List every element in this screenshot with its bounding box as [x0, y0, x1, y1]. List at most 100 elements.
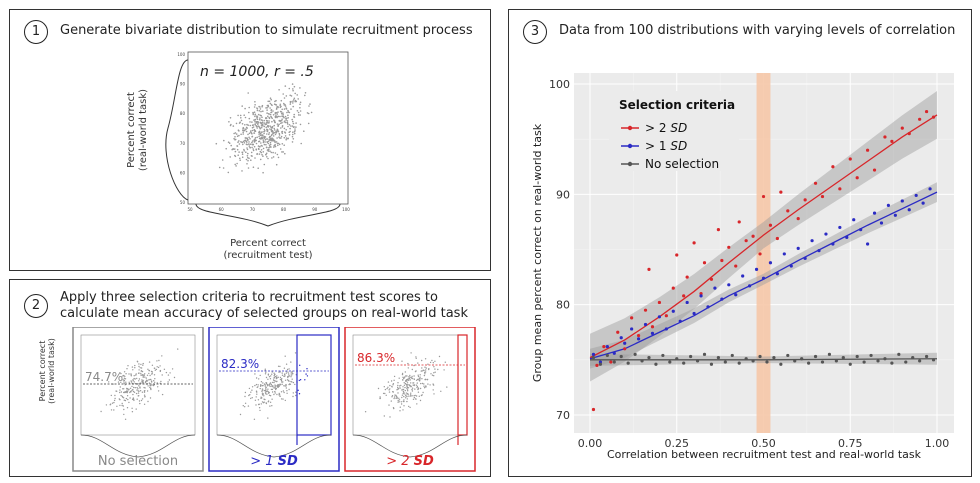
panel-1-scatter-dot: [263, 119, 265, 122]
panel-1-scatter-dot: [255, 122, 258, 124]
selection-box-dot: [297, 389, 299, 391]
panel-1-scatter-dot: [281, 132, 284, 135]
selection-box-dot: [144, 381, 147, 384]
panel-1-scatter-dot: [247, 124, 249, 126]
selection-box-dot: [432, 389, 434, 391]
selection-box-dot: [390, 380, 393, 382]
panel-1-scatter-dot: [284, 120, 286, 122]
data-point: [630, 316, 634, 320]
selection-box-dot: [286, 368, 289, 371]
panel-1-scatter-dot: [244, 107, 246, 110]
panel-1-scatter-dot: [259, 150, 262, 153]
selection-box-dot: [144, 387, 146, 389]
panel-1-scatter-dot: [269, 113, 272, 116]
data-point: [914, 193, 918, 198]
selection-box-dot: [283, 367, 286, 369]
selection-box-dot: [397, 392, 399, 394]
selection-box-dot: [109, 404, 111, 406]
data-point: [886, 203, 891, 207]
panel-1-scatter-dot: [292, 105, 295, 108]
panel-1-scatter-dot: [253, 139, 255, 141]
selection-box-dot: [247, 405, 250, 407]
data-point: [702, 352, 707, 356]
panel-1-scatter-dot: [267, 140, 270, 143]
selection-box-dot: [123, 377, 126, 379]
panel-1-scatter-dot: [247, 92, 249, 94]
selection-box-dot: [390, 400, 392, 402]
panel-1-scatter-dot: [258, 110, 261, 112]
panel-1-scatter-dot: [253, 145, 256, 148]
data-point: [807, 361, 811, 365]
selection-box-dot: [275, 385, 277, 387]
selection-box-dot: [266, 384, 269, 386]
selection-box-dot: [114, 397, 116, 400]
panel-1-scatter-dot: [265, 119, 268, 122]
data-point: [664, 314, 668, 318]
data-point: [793, 359, 797, 363]
selection-box-dot: [419, 374, 421, 376]
selection-box-dot: [268, 394, 271, 396]
data-point: [647, 356, 651, 360]
panel-1-scatter-dot: [280, 122, 282, 125]
selection-box-dot: [133, 381, 135, 383]
selection-box-dot: [399, 387, 401, 389]
panel-1-scatter-dot: [275, 104, 278, 106]
selection-box-dot: [446, 386, 448, 388]
panel-1-scatter-dot: [256, 109, 259, 112]
panel-1-scatter-dot: [276, 137, 278, 139]
data-point: [831, 165, 835, 169]
selection-box-dot: [280, 398, 283, 400]
selection-box-dot: [250, 391, 252, 393]
data-point: [872, 168, 877, 172]
data-point: [765, 360, 769, 364]
panel-1-scatter-dot: [300, 142, 303, 145]
panel-1-scatter-dot: [279, 103, 282, 106]
selection-box-dot: [391, 385, 393, 388]
selection-box-dot: [382, 392, 385, 395]
selection-box-dot: [100, 410, 102, 413]
panel-1-scatter-dot: [257, 167, 259, 169]
selection-box-dot: [423, 387, 426, 389]
panel-1-scatter-dot: [259, 122, 262, 124]
selection-box-dot: [138, 378, 141, 380]
selection-box-dot: [407, 362, 409, 365]
panel-1-scatter-dot: [281, 143, 284, 145]
selection-box-dot: [111, 402, 114, 404]
data-point: [845, 235, 849, 239]
data-point: [768, 223, 773, 227]
selection-box-dot: [279, 383, 281, 385]
panel-1-scatter-dot: [228, 142, 231, 144]
selection-box-dot: [138, 363, 140, 365]
selection-box-dot: [132, 369, 134, 371]
panel-1-scatter-dot: [297, 98, 300, 100]
selection-box-dot: [416, 403, 418, 405]
selection-box-dot: [388, 404, 390, 406]
data-point: [598, 360, 603, 364]
panel-1-scatter-dot: [282, 115, 284, 117]
selection-box-dot: [121, 404, 123, 407]
panel-1-scatter-dot: [270, 115, 272, 118]
panel-1-scatter-dot: [245, 126, 248, 129]
panel-1-scatter-dot: [259, 158, 262, 161]
selection-box-dot: [405, 375, 407, 377]
panel-1-scatter-dot: [247, 159, 249, 162]
panel-1-scatter-dot: [297, 111, 300, 114]
panel-1-scatter-dot: [276, 142, 279, 145]
panel-1-scatter-dot: [266, 107, 268, 109]
selection-box-dot: [255, 377, 258, 379]
selection-box-dot: [133, 375, 135, 377]
panel-1-scatter-dot: [246, 155, 249, 157]
panel-1-scatter-dot: [259, 114, 262, 117]
selection-box-dot: [248, 387, 251, 390]
panel-1-scatter-dot: [289, 103, 292, 105]
panel-1-scatter-dot: [292, 133, 294, 136]
panel-1-scatter-dot: [292, 122, 295, 125]
data-point: [699, 294, 703, 298]
panel-1-scatter-dot: [241, 123, 244, 125]
selection-box-dot: [145, 377, 147, 379]
panel-1-scatter-dot: [257, 125, 259, 127]
selection-box-dot: [401, 394, 404, 396]
panel-1-scatter-dot: [299, 87, 301, 89]
panel-1-x-ticks: 50 60 70 80 90 100: [187, 207, 350, 212]
panel-1-scatter-dot: [237, 154, 239, 156]
